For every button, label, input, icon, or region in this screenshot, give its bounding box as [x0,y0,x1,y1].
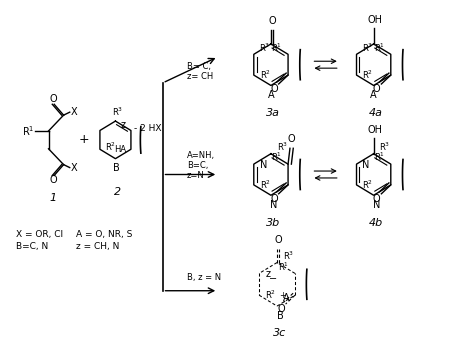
Text: N: N [270,200,277,210]
Text: R$^2$: R$^2$ [105,141,116,154]
Text: R$^1$: R$^1$ [271,41,283,54]
Text: R$^1$: R$^1$ [374,151,385,163]
Text: O: O [270,194,278,204]
Text: B, z = N: B, z = N [187,273,221,282]
Text: z=N: z=N [187,171,205,180]
Text: R$^1$: R$^1$ [22,124,35,138]
Text: A: A [268,90,274,101]
Text: 3c: 3c [273,328,286,338]
Text: 1: 1 [50,193,57,203]
Text: OH: OH [367,125,382,135]
Text: X: X [71,163,78,172]
Text: O: O [274,235,282,245]
Text: O: O [277,304,285,314]
Text: - 2 HX: - 2 HX [134,125,161,134]
Text: R$^2$: R$^2$ [265,289,276,302]
Text: A=NH,: A=NH, [187,151,215,160]
Text: N: N [362,160,370,170]
Text: B: B [276,311,283,321]
Text: B= C,: B= C, [187,62,211,71]
Text: N: N [373,200,380,210]
Text: A: A [370,90,377,101]
Text: R$^3$: R$^3$ [362,41,374,54]
Text: R$^2$: R$^2$ [362,179,374,191]
Text: 4b: 4b [369,218,383,228]
Text: B=C, N: B=C, N [17,242,49,251]
Text: $-$: $-$ [268,272,277,282]
Text: O: O [288,134,295,144]
Text: R$^3$: R$^3$ [283,250,294,262]
Text: HA: HA [115,145,127,154]
Text: R$^3$: R$^3$ [277,141,288,153]
Text: z: z [266,269,271,280]
Text: X = OR, Cl: X = OR, Cl [17,230,64,239]
Text: $+$: $+$ [279,290,287,300]
Text: R$^2$: R$^2$ [260,69,271,81]
Text: O: O [49,94,57,104]
Text: R$^3$: R$^3$ [259,41,271,54]
Text: z= CH: z= CH [187,72,213,81]
Text: OH: OH [367,15,382,25]
Text: 4a: 4a [369,108,383,118]
Text: R$^3$: R$^3$ [379,141,391,153]
Text: z: z [121,120,126,129]
Text: O: O [373,84,381,94]
Text: O: O [268,16,276,26]
Text: X: X [71,107,78,117]
Text: B: B [113,163,120,172]
Text: A = O, NR, S: A = O, NR, S [76,230,132,239]
Text: R$^1$: R$^1$ [278,260,289,273]
Text: R$^3$: R$^3$ [112,106,123,118]
Text: A: A [283,293,290,303]
Text: O: O [270,84,278,94]
Text: O: O [373,194,381,204]
Text: R$^1$: R$^1$ [374,41,385,54]
Text: B=C,: B=C, [187,161,209,170]
Text: 3a: 3a [266,108,280,118]
Text: N: N [260,160,267,170]
Text: R$^2$: R$^2$ [362,69,374,81]
Text: 2: 2 [114,187,121,197]
Text: O: O [49,176,57,185]
Text: R$^1$: R$^1$ [271,151,283,163]
Text: +: + [79,133,89,146]
Text: R$^2$: R$^2$ [260,179,271,191]
Text: 3b: 3b [266,218,281,228]
Text: z = CH, N: z = CH, N [76,242,119,251]
